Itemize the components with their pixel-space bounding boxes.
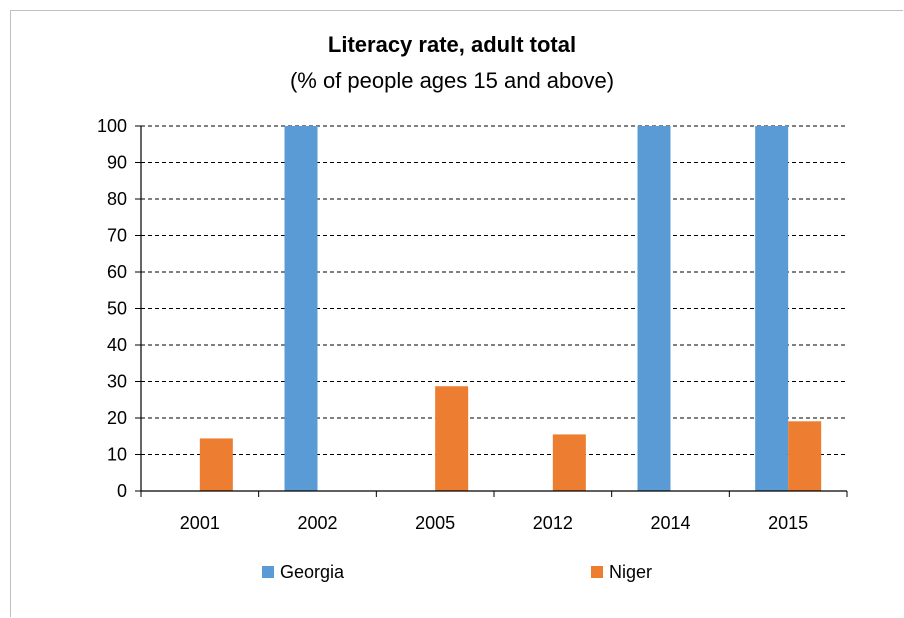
x-tick-label: 2005 [415, 513, 455, 533]
y-tick-label: 10 [107, 445, 127, 465]
x-tick-label: 2015 [768, 513, 808, 533]
y-tick-label: 80 [107, 189, 127, 209]
y-tick-label: 90 [107, 153, 127, 173]
y-tick-label: 30 [107, 372, 127, 392]
bar-niger-2005 [435, 386, 469, 491]
x-tick-label: 2014 [650, 513, 690, 533]
y-tick-label: 60 [107, 262, 127, 282]
bar-georgia-2002 [284, 126, 318, 491]
y-tick-label: 20 [107, 408, 127, 428]
bar-niger-2001 [199, 438, 233, 491]
chart-frame [10, 10, 903, 617]
bar-georgia-2014 [637, 126, 671, 491]
legend-label-niger: Niger [609, 562, 652, 582]
bar-georgia-2015 [755, 126, 789, 491]
legend-swatch-niger [591, 566, 603, 578]
x-tick-label: 2001 [180, 513, 220, 533]
x-tick-label: 2002 [297, 513, 337, 533]
legend-label-georgia: Georgia [280, 562, 345, 582]
bar-niger-2015 [788, 421, 822, 491]
y-tick-label: 100 [97, 116, 127, 136]
chart-subtitle: (% of people ages 15 and above) [289, 68, 615, 93]
chart-title: Literacy rate, adult total [327, 32, 577, 57]
x-tick-label: 2012 [533, 513, 573, 533]
legend-swatch-georgia [262, 566, 274, 578]
bar-niger-2012 [552, 434, 586, 491]
y-tick-label: 70 [107, 226, 127, 246]
y-tick-label: 40 [107, 335, 127, 355]
y-tick-label: 50 [107, 299, 127, 319]
y-tick-label: 0 [117, 481, 127, 501]
